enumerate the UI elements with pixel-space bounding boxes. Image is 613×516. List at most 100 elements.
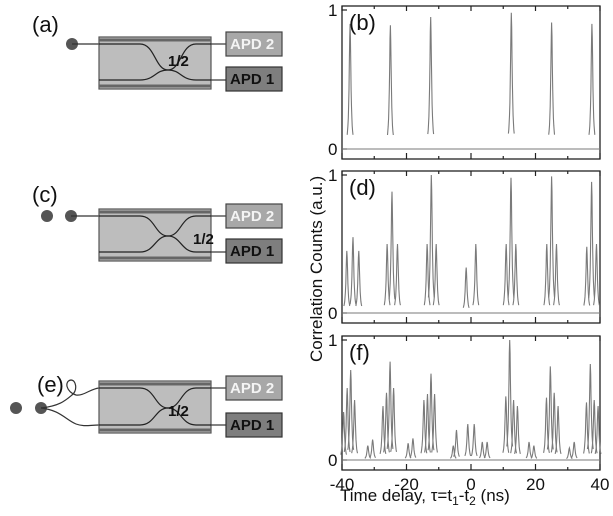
correlation-peak — [553, 243, 560, 306]
correlation-peak — [548, 176, 556, 298]
correlation-peak — [390, 387, 398, 452]
correlation-peak — [548, 22, 556, 135]
apd-2-label: APD 2 — [230, 380, 274, 397]
correlation-peak — [506, 339, 514, 447]
plot-frame — [341, 170, 601, 324]
input-fiber-loop — [40, 379, 100, 409]
correlation-peak — [340, 411, 348, 455]
apd-1-label: APD 1 — [230, 243, 274, 260]
x-tick-label: 0 — [466, 475, 475, 494]
panel-label: (d) — [349, 175, 376, 200]
correlation-peak — [593, 243, 600, 306]
correlation-plots: 0 1 (b) 0 1 (d) 0 1 -40 -20 0 20 40 (f) — [328, 1, 609, 494]
correlation-peak — [349, 237, 357, 305]
correlation-peak — [449, 445, 457, 459]
apd-1-box — [225, 238, 283, 264]
correlation-peak — [588, 23, 596, 135]
schematic-a: (a) 1/2 APD 2 APD 1 — [32, 12, 283, 92]
apd-2-box — [225, 203, 283, 229]
y-tick-label: 0 — [328, 140, 337, 159]
correlation-peak — [386, 25, 394, 136]
correlation-peak — [431, 393, 438, 453]
y-tick-label: 0 — [328, 451, 337, 470]
input-fiber-lower — [40, 407, 100, 427]
correlation-peak — [525, 441, 533, 459]
panel-label: (f) — [349, 340, 370, 365]
apd-2-label: APD 2 — [230, 36, 274, 53]
schematic-e: (e) 1/2 APD 2 APD 1 — [10, 372, 283, 438]
correlation-peak — [388, 191, 396, 300]
x-tick-label: 20 — [526, 475, 545, 494]
plot-panel: 0 1 -40 -20 0 20 40 (f) — [328, 331, 609, 494]
correlation-peak — [409, 438, 417, 458]
correlation-peak — [343, 387, 351, 452]
correlation-peak — [514, 405, 521, 455]
panel-label-a: (a) — [32, 12, 59, 37]
apd-1-label: APD 1 — [230, 417, 274, 434]
ratio-label: 1/2 — [168, 403, 189, 420]
y-tick-label: 1 — [328, 1, 337, 20]
correlation-peak — [369, 439, 376, 459]
correlation-peak — [483, 441, 491, 459]
correlation-peak — [351, 399, 359, 454]
correlation-peak — [423, 243, 431, 306]
y-axis-label: Correlation Counts (a.u.) — [307, 176, 326, 362]
photon-dot — [41, 210, 53, 222]
plot-panel: 0 1 (b) — [328, 1, 601, 160]
correlation-peak — [432, 243, 440, 306]
apd-1-box — [225, 66, 283, 92]
correlation-peak — [453, 429, 460, 457]
y-tick-label: 1 — [328, 166, 337, 185]
x-tick-label: -40 — [330, 475, 355, 494]
coupler-lower-path — [99, 235, 211, 253]
correlation-peak — [346, 23, 354, 135]
ratio-label: 1/2 — [168, 53, 189, 70]
correlation-peak — [424, 393, 431, 453]
fiber-coupler — [98, 36, 212, 90]
y-tick-label: 1 — [328, 331, 337, 350]
correlation-peak — [472, 243, 480, 306]
correlation-peak — [570, 441, 578, 459]
photon-dot — [10, 402, 22, 414]
correlation-peak — [379, 405, 387, 455]
correlation-peak — [355, 250, 363, 307]
apd-2-box — [225, 375, 283, 401]
correlation-peak — [383, 392, 390, 453]
x-axis-label: Time delay, τ=t1-t2 (ns) — [340, 486, 510, 508]
correlation-peak — [404, 443, 412, 459]
coupler-lower-path — [99, 407, 211, 426]
correlation-peak — [594, 405, 602, 455]
apd-2-box — [225, 31, 283, 57]
plot-frame — [341, 5, 601, 160]
correlation-peak — [427, 174, 435, 298]
correlation-peak — [530, 445, 538, 459]
panel-label-e: (e) — [37, 372, 64, 397]
coupler-lower-path — [99, 69, 211, 81]
correlation-peak — [464, 423, 472, 457]
plot-panel: 0 1 (d) — [328, 166, 601, 324]
x-tick-label: 40 — [591, 475, 610, 494]
correlation-peak — [507, 12, 515, 134]
correlation-peak — [394, 243, 401, 306]
schematic-c: (c) 1/2 APD 2 APD 1 — [32, 182, 283, 264]
ratio-label: 1/2 — [193, 231, 214, 248]
correlation-peak — [512, 243, 520, 306]
panel-label: (b) — [349, 10, 376, 35]
apd-1-label: APD 1 — [230, 71, 274, 88]
correlation-peak — [343, 250, 351, 307]
panel-label-c: (c) — [32, 182, 58, 207]
correlation-peak — [507, 177, 515, 298]
correlation-peak — [502, 396, 510, 453]
correlation-peak — [427, 16, 435, 135]
correlation-peak — [462, 267, 470, 308]
correlation-peak — [554, 405, 562, 455]
correlation-peak — [586, 363, 594, 450]
apd-1-box — [225, 412, 283, 438]
x-tick-label: -20 — [394, 475, 419, 494]
correlation-peak — [470, 423, 478, 457]
correlation-peak — [583, 402, 590, 454]
apd-2-label: APD 2 — [230, 208, 274, 225]
y-tick-label: 0 — [328, 304, 337, 323]
correlation-peak — [588, 181, 596, 299]
